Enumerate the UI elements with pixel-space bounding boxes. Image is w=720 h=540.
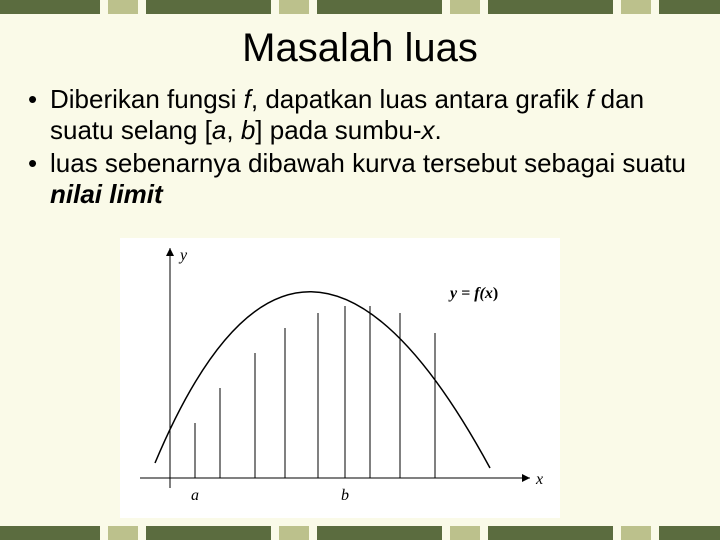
slide-title: Masalah luas: [0, 26, 720, 71]
bullet-marker: •: [28, 148, 36, 178]
bullet-item: • luas sebenarnya dibawah kurva tersebut…: [28, 148, 698, 210]
bullet-text: Diberikan fungsi f, dapatkan luas antara…: [50, 84, 698, 146]
svg-text:x: x: [535, 471, 543, 488]
bullet-list: • Diberikan fungsi f, dapatkan luas anta…: [28, 84, 698, 212]
svg-text:y = f(x): y = f(x): [448, 285, 498, 302]
area-under-curve-figure: y x a b y = f(x): [120, 238, 560, 518]
bullet-text: luas sebenarnya dibawah kurva tersebut s…: [50, 148, 698, 210]
svg-text:y: y: [178, 247, 188, 264]
decorative-bottom-border: [0, 526, 720, 540]
decorative-top-border: [0, 0, 720, 14]
bullet-marker: •: [28, 84, 36, 114]
svg-text:b: b: [341, 487, 349, 504]
svg-text:a: a: [191, 487, 199, 504]
bullet-item: • Diberikan fungsi f, dapatkan luas anta…: [28, 84, 698, 146]
